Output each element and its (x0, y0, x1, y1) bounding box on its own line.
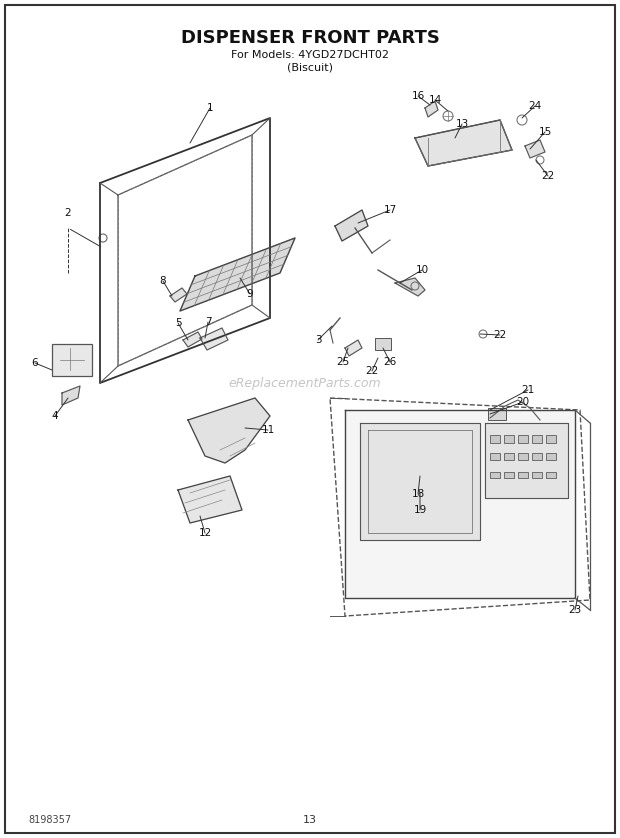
Bar (490, 435, 500, 443)
Bar (546, 435, 556, 443)
Bar (504, 453, 514, 460)
Bar (504, 435, 514, 443)
Polygon shape (485, 423, 568, 498)
Text: 24: 24 (528, 101, 542, 111)
Polygon shape (395, 278, 425, 296)
Text: 21: 21 (521, 385, 534, 395)
Text: 6: 6 (32, 358, 38, 368)
Text: 25: 25 (337, 357, 350, 367)
Polygon shape (170, 288, 187, 302)
Polygon shape (525, 140, 545, 158)
Polygon shape (188, 398, 270, 463)
Text: For Models: 4YGD27DCHT02: For Models: 4YGD27DCHT02 (231, 50, 389, 60)
Text: 18: 18 (412, 489, 425, 499)
Bar (490, 472, 500, 478)
Polygon shape (345, 410, 575, 598)
Bar (546, 472, 556, 478)
Bar (532, 472, 542, 478)
Polygon shape (180, 238, 295, 311)
Text: 2: 2 (64, 208, 71, 218)
Text: 4: 4 (51, 411, 58, 421)
Polygon shape (62, 386, 80, 405)
Text: 1: 1 (206, 103, 213, 113)
Text: 3: 3 (315, 335, 321, 345)
Bar (532, 435, 542, 443)
Text: 14: 14 (428, 95, 441, 105)
Text: 13: 13 (303, 815, 317, 825)
Text: 17: 17 (383, 205, 397, 215)
Text: 11: 11 (262, 425, 275, 435)
Bar (52, 344, 92, 376)
Text: 9: 9 (247, 289, 254, 299)
Text: 22: 22 (494, 330, 507, 340)
Text: 19: 19 (414, 505, 427, 515)
Text: 22: 22 (541, 171, 555, 181)
Polygon shape (345, 340, 362, 356)
Text: 23: 23 (569, 605, 582, 615)
Text: 20: 20 (516, 397, 529, 407)
Text: 12: 12 (198, 528, 211, 538)
Bar (490, 453, 500, 460)
Text: 13: 13 (455, 119, 469, 129)
Text: 8: 8 (160, 276, 166, 286)
Bar (546, 453, 556, 460)
Text: 15: 15 (538, 127, 552, 137)
Bar (488, 408, 506, 420)
Bar (532, 453, 542, 460)
Text: 5: 5 (175, 318, 181, 328)
Text: (Biscuit): (Biscuit) (287, 63, 333, 73)
Text: 8198357: 8198357 (28, 815, 71, 825)
Polygon shape (183, 332, 202, 347)
Text: eReplacementParts.com: eReplacementParts.com (229, 376, 381, 390)
Text: 10: 10 (415, 265, 428, 275)
Bar (504, 472, 514, 478)
Bar (375, 338, 391, 350)
Text: DISPENSER FRONT PARTS: DISPENSER FRONT PARTS (180, 29, 440, 47)
Polygon shape (200, 328, 228, 350)
Bar (518, 435, 528, 443)
Polygon shape (425, 101, 438, 117)
Polygon shape (360, 423, 480, 540)
Text: 16: 16 (412, 91, 425, 101)
Polygon shape (335, 210, 368, 241)
Polygon shape (415, 120, 512, 166)
Text: 22: 22 (365, 366, 379, 376)
Bar (518, 453, 528, 460)
Text: 7: 7 (205, 317, 211, 327)
Polygon shape (178, 476, 242, 523)
Bar (518, 472, 528, 478)
Text: 26: 26 (383, 357, 397, 367)
